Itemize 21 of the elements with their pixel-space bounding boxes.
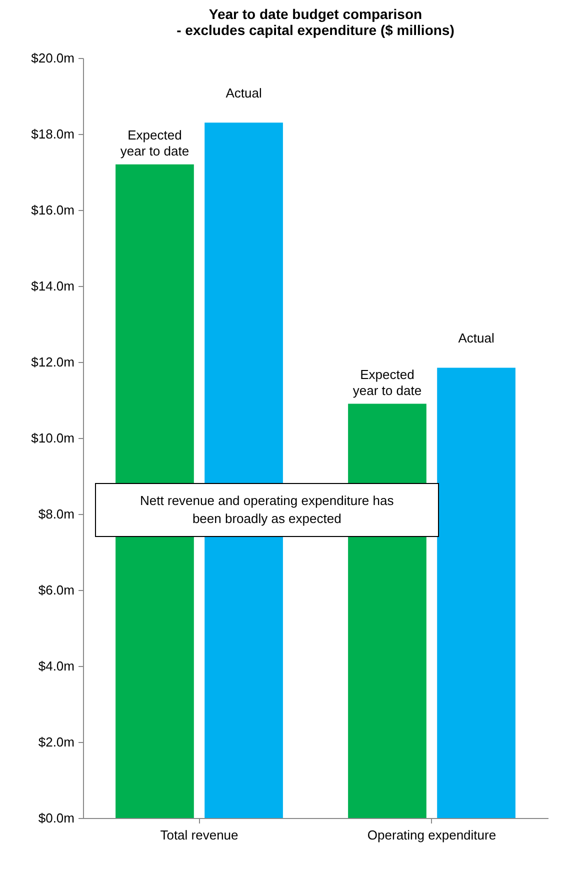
x-tick-label: Operating expenditure [367,828,496,842]
y-tick-label: $14.0m [31,278,74,294]
y-tick-label: $2.0m [38,734,74,750]
y-tick-label: $18.0m [31,126,74,142]
series-label: Expected year to date [120,127,190,158]
text: Year to date budget comparison [208,6,422,22]
y-tick-label: $12.0m [31,354,74,370]
y-tick-label: $8.0m [38,506,74,522]
note-box: Nett revenue and operating expenditure has been broadly as expected [94,483,439,538]
y-tick-label: $10.0m [31,430,74,446]
text: - excludes capital expenditure ($ millions) [176,22,454,38]
y-tick-label: $0.0m [38,810,74,826]
text: Actual [458,330,494,346]
y-tick-label: $6.0m [38,582,74,598]
series-label: Actual [226,86,262,101]
bar [437,368,516,818]
y-tick-label: $20.0m [31,50,74,66]
x-tick-label: Total revenue [160,828,238,842]
y-tick-label: $16.0m [31,202,74,218]
y-tick-label: $4.0m [38,658,74,674]
text: Expected year to date [352,366,422,398]
